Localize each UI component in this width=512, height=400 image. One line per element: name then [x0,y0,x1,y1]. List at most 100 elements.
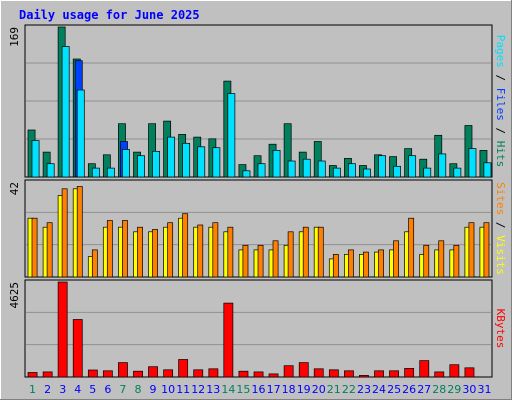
bar-sites-day-27 [423,244,430,278]
bar-sites-day-15 [242,244,249,278]
x-tick-label-day-3: 3 [59,383,66,396]
bar-sites-day-13 [212,222,219,278]
bar-pages-day-29 [453,167,462,178]
bar-kbytes-day-12 [193,369,204,378]
bar-sites-day-22 [348,249,354,278]
bar-kbytes-day-1 [27,372,38,378]
x-tick-label-day-6: 6 [104,383,111,396]
bar-hits-day-6 [102,154,111,178]
bar-sites-day-28 [438,240,445,278]
bar-pages-day-4 [76,89,85,178]
bar-kbytes-day-4 [72,319,83,378]
bar-kbytes-day-10 [163,369,174,378]
bar-pages-day-6 [106,167,115,178]
bar-pages-day-25 [393,165,401,178]
bar-sites-day-23 [363,251,369,278]
x-tick-label-day-20: 20 [312,383,326,396]
bar-pages-day-7 [122,149,130,178]
legend-sites: Sites [494,182,507,215]
y-max-label: 4625 [8,282,21,309]
y-max-label: 169 [8,27,21,47]
x-tick-label-day-1: 1 [29,383,36,396]
legend-/: / [494,215,507,235]
legend-hits: Hits [494,141,507,168]
bar-sites-day-19 [302,226,309,278]
x-tick-label-day-18: 18 [282,383,296,396]
legend-visits: Visits [494,235,507,275]
x-tick-label-day-14: 14 [221,383,235,396]
x-tick-label-day-2: 2 [44,383,51,396]
bar-kbytes-day-17 [268,373,279,378]
bar-pages-day-20 [317,160,326,178]
bar-sites-day-8 [137,226,143,278]
bar-hits-day-20 [313,141,322,178]
x-tick-label-day-8: 8 [135,383,142,396]
bar-pages-day-31 [483,162,492,178]
bar-pages-day-17 [272,150,281,178]
bar-kbytes-day-16 [253,371,264,378]
y-max-label: 42 [8,182,21,195]
x-tick-label-day-15: 15 [236,383,250,396]
bar-kbytes-day-22 [344,370,354,378]
x-tick-label-day-23: 23 [357,383,371,396]
bar-pages-day-9 [152,150,160,178]
x-tick-label-day-11: 11 [176,383,190,396]
bar-pages-day-8 [137,155,145,178]
bar-kbytes-day-25 [389,370,399,378]
bar-kbytes-day-30 [464,367,475,378]
legend-files: Files [494,88,507,121]
bar-kbytes-day-20 [313,368,324,378]
x-axis-labels: 1 2 3 4 5 6 7 8 9 10 11 12 13 14 15 16 17 18 19 20 21 22 23 24 2… [29,383,492,396]
bar-sites-day-25 [393,240,399,278]
chart-title: Daily usage for June 2025 [19,8,200,22]
x-tick-label-day-27: 27 [417,383,431,396]
bar-kbytes-day-18 [283,365,294,378]
bar-pages-day-27 [423,167,432,178]
bar-pages-day-24 [378,155,386,178]
panel-visits_sites: 42 Sites / Visits [8,179,507,278]
x-tick-label-day-31: 31 [478,383,492,396]
bar-kbytes-day-7 [118,362,128,378]
x-tick-label-day-24: 24 [372,383,386,396]
bar-sites-day-17 [272,240,279,278]
panel-kbytes: 4625 KBytes [8,279,507,378]
legend-pages: Pages [494,35,507,68]
bar-sites-day-16 [257,244,264,278]
bar-kbytes-day-24 [374,370,384,378]
bar-sites-day-7 [122,220,128,278]
bar-pages-day-15 [242,170,251,178]
bar-sites-day-12 [197,224,204,278]
bar-kbytes-day-29 [449,364,460,378]
x-tick-label-day-29: 29 [447,383,461,396]
bar-kbytes-day-15 [238,370,249,378]
series-legend: KBytes [494,309,507,349]
x-tick-label-day-5: 5 [89,383,96,396]
bar-sites-day-10 [167,222,174,278]
bar-kbytes-day-14 [223,302,234,378]
x-tick-label-day-7: 7 [119,383,126,396]
bar-pages-day-30 [468,148,477,178]
bar-sites-day-26 [408,217,415,278]
bar-pages-day-19 [302,158,311,178]
bar-kbytes-day-13 [208,368,219,378]
bar-kbytes-day-28 [434,371,445,378]
bar-kbytes-day-9 [148,366,158,378]
legend-kbytes: KBytes [494,309,507,349]
bar-hits-day-18 [283,123,292,178]
bar-kbytes-day-23 [359,375,369,378]
bar-kbytes-day-8 [133,370,143,378]
bar-pages-day-18 [287,160,296,178]
bar-pages-day-23 [363,168,371,178]
series-legend: Pages / Files / Hits [494,35,507,168]
bar-pages-day-12 [197,146,206,178]
bar-kbytes-day-2 [42,371,53,378]
bar-pages-day-3 [61,46,70,178]
bar-hits-day-9 [148,123,156,178]
bar-pages-day-10 [167,136,176,178]
bar-pages-day-11 [182,142,191,178]
bar-sites-day-1 [31,217,38,278]
bar-pages-day-21 [332,167,341,178]
bar-pages-day-13 [212,147,221,178]
bar-kbytes-day-21 [328,369,339,378]
